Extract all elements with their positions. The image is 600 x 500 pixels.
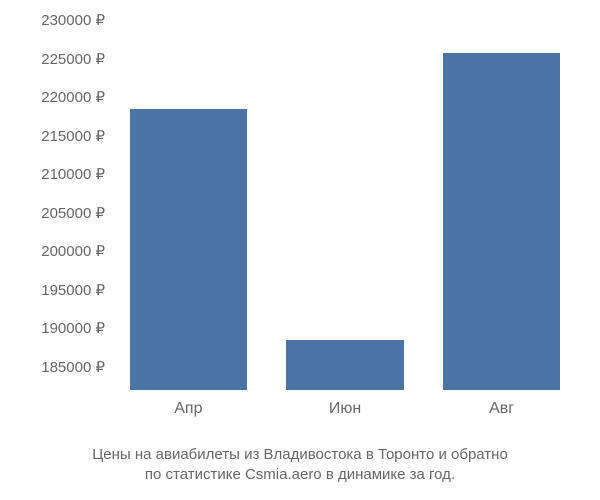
y-tick: 185000 ₽	[41, 358, 105, 376]
y-tick: 205000 ₽	[41, 204, 105, 222]
x-tick: Апр	[174, 400, 202, 418]
y-tick: 195000 ₽	[41, 281, 105, 299]
y-axis: 230000 ₽ 225000 ₽ 220000 ₽ 215000 ₽ 2100…	[10, 20, 105, 390]
bar-aug	[443, 53, 561, 390]
price-chart: 230000 ₽ 225000 ₽ 220000 ₽ 215000 ₽ 2100…	[10, 10, 590, 440]
y-tick: 215000 ₽	[41, 127, 105, 145]
bar-jun	[286, 340, 404, 390]
y-tick: 225000 ₽	[41, 50, 105, 68]
caption-line-1: Цены на авиабилеты из Владивостока в Тор…	[92, 446, 508, 463]
y-tick: 220000 ₽	[41, 88, 105, 106]
bar-apr	[130, 109, 248, 390]
y-tick: 210000 ₽	[41, 165, 105, 183]
y-tick: 230000 ₽	[41, 11, 105, 29]
y-tick: 190000 ₽	[41, 319, 105, 337]
y-tick: 200000 ₽	[41, 242, 105, 260]
x-tick: Июн	[329, 400, 361, 418]
chart-caption: Цены на авиабилеты из Владивостока в Тор…	[0, 445, 600, 486]
x-axis: Апр Июн Авг	[110, 400, 580, 430]
x-tick: Авг	[489, 400, 514, 418]
plot-area	[110, 20, 580, 390]
caption-line-2: по статистике Csmia.aero в динамике за г…	[145, 466, 455, 483]
